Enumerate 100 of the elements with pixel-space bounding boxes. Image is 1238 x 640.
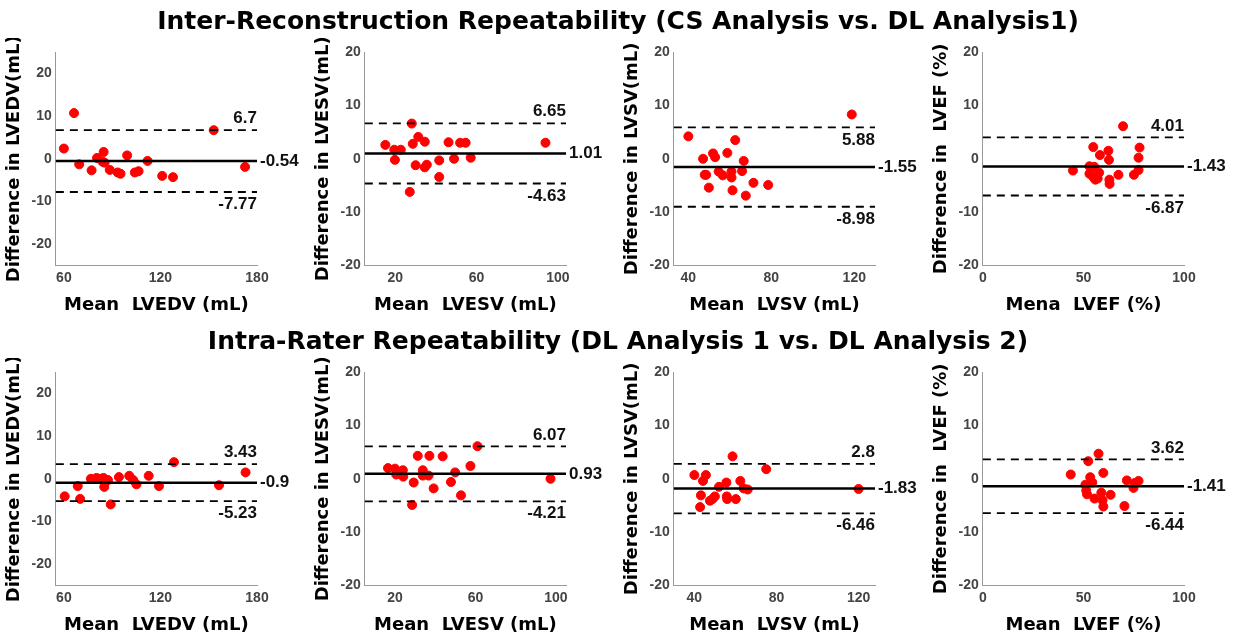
- x-axis-title: Mean LVEDV (mL): [64, 612, 249, 634]
- x-tick-label: 50: [1075, 588, 1092, 605]
- y-tick-label: 10: [36, 106, 53, 123]
- ref-line-label: 6.65: [532, 101, 566, 121]
- y-tick-label: -10: [958, 203, 980, 220]
- y-tick-label: 10: [654, 96, 671, 113]
- y-tick-label: -20: [958, 576, 980, 593]
- ref-line-label: -4.63: [527, 185, 566, 205]
- y-tick-label: -10: [31, 512, 53, 529]
- x-tick-label: 80: [763, 268, 780, 285]
- ref-line-label: 3.43: [223, 442, 257, 462]
- ref-line-label: 0.93: [569, 463, 603, 483]
- x-axis-title: Mean LVEF (%): [1005, 612, 1162, 634]
- y-tick-label: -20: [649, 256, 671, 273]
- x-tick-label: 80: [768, 588, 785, 605]
- ref-line-label: -1.43: [1187, 156, 1226, 176]
- ref-line-label: -4.21: [527, 503, 566, 523]
- y-tick-label: -10: [31, 192, 53, 209]
- y-tick-label: 0: [971, 469, 980, 486]
- x-tick-label: 20: [387, 268, 404, 285]
- y-tick-label: 10: [654, 416, 671, 433]
- x-tick-label: 60: [467, 588, 484, 605]
- ref-line-label: -6.46: [836, 515, 875, 535]
- ref-line-label: -6.44: [1145, 515, 1185, 535]
- ref-line-label: 5.88: [841, 129, 875, 149]
- y-tick-label: 20: [345, 42, 362, 59]
- y-tick-label: -10: [958, 523, 980, 540]
- text: Intra-Rater Repeatability (DL Analysis 1 vs. DL Analysis 2): [207, 326, 1029, 355]
- x-tick-label: 60: [468, 268, 485, 285]
- y-tick-label: -10: [649, 523, 671, 540]
- y-tick-label: -10: [340, 203, 362, 220]
- y-tick-label: 0: [353, 149, 362, 166]
- x-tick-label: 120: [148, 268, 173, 285]
- y-axis-title: Difference in LVEF (%): [929, 363, 951, 595]
- y-tick-label: 20: [345, 362, 362, 379]
- y-tick-label: 10: [963, 96, 980, 113]
- y-tick-label: -20: [649, 576, 671, 593]
- ref-line-label: -1.41: [1187, 476, 1226, 496]
- x-tick-label: 120: [842, 268, 867, 285]
- y-tick-label: -20: [958, 256, 980, 273]
- x-tick-label: 120: [148, 588, 173, 605]
- y-tick-label: 10: [345, 416, 362, 433]
- y-tick-label: 20: [36, 64, 53, 81]
- x-tick-label: 50: [1075, 268, 1092, 285]
- y-tick-label: 20: [963, 362, 980, 379]
- y-tick-label: -20: [31, 555, 53, 572]
- x-axis-title: Mean LVESV (mL): [374, 292, 557, 314]
- x-axis-title: Mean LVSV (mL): [689, 612, 860, 634]
- ref-line-label: -0.9: [260, 472, 290, 492]
- x-tick-label: 180: [245, 588, 269, 605]
- y-tick-label: -20: [340, 576, 362, 593]
- y-tick-label: -10: [649, 203, 671, 220]
- y-axis-title: Difference in LVSV(mL): [620, 362, 642, 596]
- y-tick-label: 20: [36, 384, 53, 401]
- x-tick-label: 180: [245, 268, 269, 285]
- y-tick-label: -20: [340, 256, 362, 273]
- y-tick-label: 10: [963, 416, 980, 433]
- ref-line-label: 6.7: [233, 108, 257, 128]
- y-tick-label: -10: [340, 523, 362, 540]
- y-tick-label: 0: [44, 469, 53, 486]
- ref-line-label: 2.8: [851, 442, 875, 462]
- x-tick-label: 40: [686, 588, 703, 605]
- x-tick-label: 100: [544, 588, 568, 605]
- ref-line-label: -6.87: [1145, 197, 1184, 217]
- y-tick-label: 10: [36, 426, 53, 443]
- y-tick-label: 10: [345, 96, 362, 113]
- ref-line-label: -8.98: [836, 208, 875, 228]
- ref-line-label: 3.62: [1150, 437, 1184, 457]
- y-axis-title: Difference in LVSV(mL): [620, 42, 642, 276]
- x-tick-label: 60: [56, 268, 72, 285]
- text: Inter-Reconstruction Repeatability (CS Analysis vs. DL Analysis1): [157, 6, 1079, 35]
- ref-line-label: 4.01: [1150, 115, 1184, 135]
- x-axis-title: Mean LVESV (mL): [374, 612, 557, 634]
- y-axis-title: Difference in LVESV(mL): [311, 356, 333, 602]
- x-tick-label: 20: [387, 588, 404, 605]
- ref-line-label: -5.23: [218, 503, 257, 523]
- y-axis-title: Difference in LVEF (%): [929, 43, 951, 275]
- x-tick-label: 100: [1172, 588, 1196, 605]
- ref-line-label: 1.01: [569, 143, 603, 163]
- x-axis-title: Mean LVSV (mL): [689, 292, 860, 314]
- x-tick-label: 120: [846, 588, 871, 605]
- y-tick-label: 0: [662, 469, 671, 486]
- x-tick-label: 60: [56, 588, 72, 605]
- y-axis-title: Difference in LVESV(mL): [311, 36, 333, 282]
- y-tick-label: 0: [662, 149, 671, 166]
- x-tick-label: 100: [1172, 268, 1196, 285]
- x-tick-label: 40: [680, 268, 697, 285]
- ref-line-label: -0.54: [260, 150, 300, 170]
- y-tick-label: -20: [31, 235, 53, 252]
- y-tick-label: 20: [654, 42, 671, 59]
- x-tick-label: 100: [546, 268, 570, 285]
- y-tick-label: 0: [971, 149, 980, 166]
- x-axis-title: Mean LVEDV (mL): [64, 292, 249, 314]
- y-tick-label: 20: [654, 362, 671, 379]
- y-tick-label: 0: [44, 149, 53, 166]
- ref-line-label: -1.55: [878, 156, 917, 176]
- ref-line-label: -7.77: [218, 194, 257, 214]
- y-tick-label: 20: [963, 42, 980, 59]
- ref-line-label: 6.07: [532, 424, 566, 444]
- ref-line-label: -1.83: [878, 478, 917, 498]
